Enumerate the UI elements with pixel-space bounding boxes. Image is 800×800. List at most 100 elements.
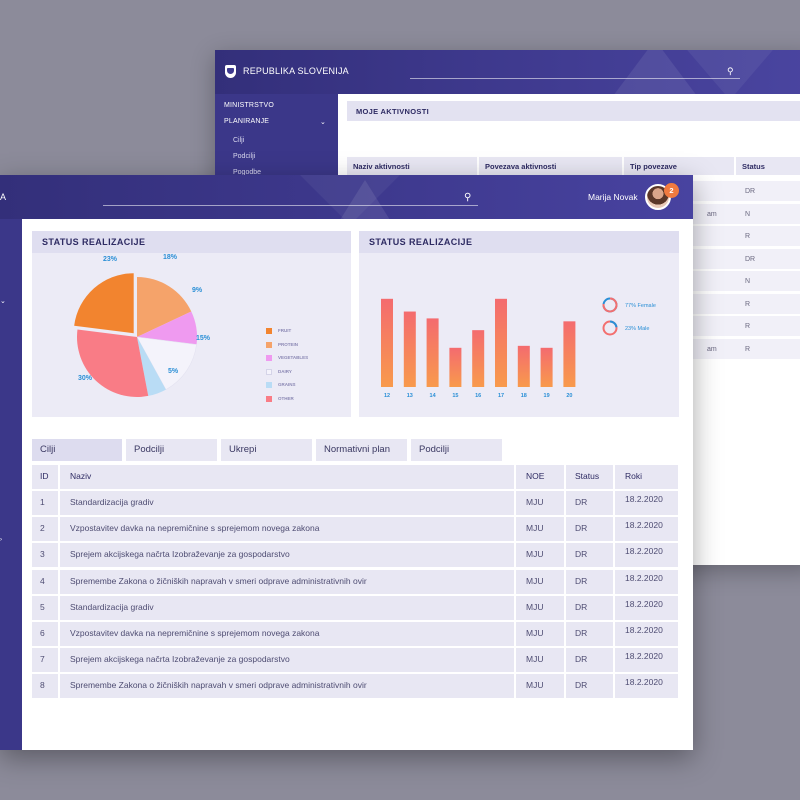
column-header-noe[interactable]: NOE: [526, 471, 545, 481]
status-cell: DR: [575, 654, 588, 665]
roki-cell: 18.2.2020: [625, 546, 663, 557]
x-tick-label: 18: [521, 393, 527, 399]
legend-swatch: [266, 395, 272, 402]
table-row[interactable]: 4 Spremembe Zakona o žičniških napravah v…: [32, 569, 678, 594]
tab-normativni-plan[interactable]: Normativni plan: [316, 439, 407, 461]
coat-of-arms-icon: [225, 65, 236, 78]
legend-label: GRAINS: [278, 382, 296, 387]
legend-swatch: [266, 355, 272, 361]
id-cell: 4: [40, 575, 45, 586]
column-header-naziv[interactable]: Naziv: [70, 471, 92, 481]
pie-slice-fruit: [74, 273, 134, 334]
noe-cell: MJU: [526, 628, 544, 638]
sidebar-sub-item[interactable]: Cilji: [233, 137, 245, 144]
table-row[interactable]: 8 Spremembe Zakona o žičniških napravah v…: [32, 674, 678, 699]
tab-podcilji[interactable]: Podcilji: [126, 439, 217, 461]
naziv-cell: Standardizacija gradiv: [70, 497, 154, 507]
pie-data-label: 18%: [163, 254, 178, 261]
noe-cell: MJU: [526, 575, 544, 586]
x-tick-label: 20: [566, 393, 572, 399]
pie-slice-grains: [137, 337, 166, 396]
back-search-input[interactable]: [410, 78, 740, 79]
id-cell: 5: [40, 601, 45, 612]
naziv-cell: Vzpostavitev davka na nepremičnine s spr…: [70, 523, 320, 534]
pie-slice-dairy: [136, 336, 197, 390]
roki-cell: 18.2.2020: [625, 494, 663, 504]
table-row[interactable]: 1 Standardizacija gradiv MJU DR 18.2.2020: [32, 491, 678, 515]
search-icon[interactable]: ⚲: [727, 66, 734, 76]
bar: [381, 298, 393, 387]
naziv-cell: Spremembe Zakona o žičniških napravah v …: [70, 680, 367, 691]
table-cell: am: [707, 345, 717, 353]
naziv-cell: Vzpostavitev davka na nepremičnine s spr…: [70, 628, 320, 638]
table-header[interactable]: Povezava aktivnosti: [479, 157, 622, 175]
naziv-cell: Spremembe Zakona o žičniških napravah v …: [70, 575, 367, 586]
table-row[interactable]: 2 Vzpostavitev davka na nepremičnine s sp…: [32, 517, 678, 542]
status-cell: DR: [575, 497, 588, 507]
tab-podcilji-2[interactable]: Podcilji: [411, 439, 502, 461]
panel-title: MOJE AKTIVNOSTI: [347, 101, 800, 121]
sidebar-sub-item[interactable]: Pogodbe: [233, 169, 262, 176]
bar: [540, 347, 553, 387]
chevron-right-icon: ›: [0, 537, 2, 543]
legend-label: PROTEIN: [278, 341, 299, 347]
column-header-roki[interactable]: Roki: [625, 471, 643, 481]
status-cell: DR: [575, 680, 588, 691]
sidebar-item-planiranje[interactable]: PLANIRANJE: [224, 118, 270, 125]
search-icon[interactable]: ⚲: [464, 192, 472, 203]
pie-data-label: 15%: [196, 335, 211, 342]
table-row[interactable]: 5 Standardizacija gradiv MJU DR 18.2.2020: [32, 595, 678, 620]
legend-swatch: [266, 328, 272, 334]
bar: [563, 321, 576, 387]
noe-cell: MJU: [526, 654, 544, 665]
x-tick-label: 16: [475, 393, 481, 399]
main-content: STATUS REALIZACIJE 23% 18% 9% 15% 5% 30% FRUI…: [22, 219, 693, 750]
naziv-cell: Sprejem akcijskega načrta Izobraževanje …: [70, 654, 290, 665]
roki-cell: 18.2.2020: [625, 572, 663, 583]
bar-chart: 12 13 14 15 16 17 18 19 20 77% Female 23% Male: [381, 297, 656, 399]
legend-label: DAIRY: [278, 368, 292, 374]
sidebar-item-ministrstvo[interactable]: MINISTRSTVO: [224, 102, 275, 109]
id-cell: 8: [40, 680, 45, 691]
panel-title: STATUS REALIZACIJE: [32, 231, 351, 253]
notification-badge[interactable]: 2: [664, 183, 679, 198]
chevron-down-icon[interactable]: ⌄: [0, 298, 6, 305]
naziv-cell: Sprejem akcijskega načrta Izobraževanje …: [70, 549, 290, 560]
tab-ukrepi[interactable]: Ukrepi: [221, 439, 312, 461]
x-tick-label: 13: [407, 393, 413, 399]
table-header[interactable]: Naziv aktivnosti: [347, 157, 477, 175]
bar: [426, 318, 439, 387]
roki-cell: 18.2.2020: [625, 651, 663, 662]
pie-data-label: 30%: [78, 375, 93, 382]
table-header[interactable]: Status: [736, 157, 800, 175]
main-window: A ⚲ Marija Novak 2 ⌄ › STATUS REALIZACIJ…: [0, 175, 693, 750]
search-input[interactable]: [103, 205, 478, 206]
pie-data-label: 5%: [168, 368, 179, 375]
noe-cell: MJU: [526, 680, 544, 691]
tab-cilji[interactable]: Cilji: [32, 439, 122, 461]
status-cell: DR: [745, 188, 756, 195]
legend-swatch: [266, 368, 272, 375]
table-header[interactable]: Tip povezave: [624, 157, 734, 175]
table-header-row: ID Naziv NOE Status Roki: [32, 465, 678, 489]
status-cell: R: [745, 323, 751, 330]
table-row[interactable]: 6 Vzpostavitev davka na nepremičnine s sp…: [32, 622, 678, 646]
table-row[interactable]: 3 Sprejem akcijskega načrta Izobraževanje…: [32, 543, 678, 568]
user-name[interactable]: Marija Novak: [588, 192, 638, 202]
pie-slice-vegetables: [137, 311, 197, 345]
column-header-status[interactable]: Status: [575, 471, 600, 481]
status-cell: DR: [575, 601, 588, 612]
column-header-id[interactable]: ID: [40, 471, 49, 481]
legend-ring: [602, 320, 618, 336]
legend-swatch: [266, 382, 272, 388]
sidebar-sub-item[interactable]: Podcilji: [233, 153, 256, 160]
noe-cell: MJU: [526, 497, 544, 507]
table-row[interactable]: 7 Sprejem akcijskega načrta Izobraževanje…: [32, 648, 678, 673]
back-header: REPUBLIKA SLOVENIJA ⚲: [215, 50, 800, 94]
chevron-down-icon[interactable]: ⌄: [320, 119, 326, 126]
legend-ring: [602, 297, 618, 313]
x-tick-label: 12: [384, 393, 390, 399]
x-tick-label: 17: [498, 393, 504, 399]
noe-cell: MJU: [526, 523, 544, 534]
legend-label: OTHER: [278, 395, 294, 401]
